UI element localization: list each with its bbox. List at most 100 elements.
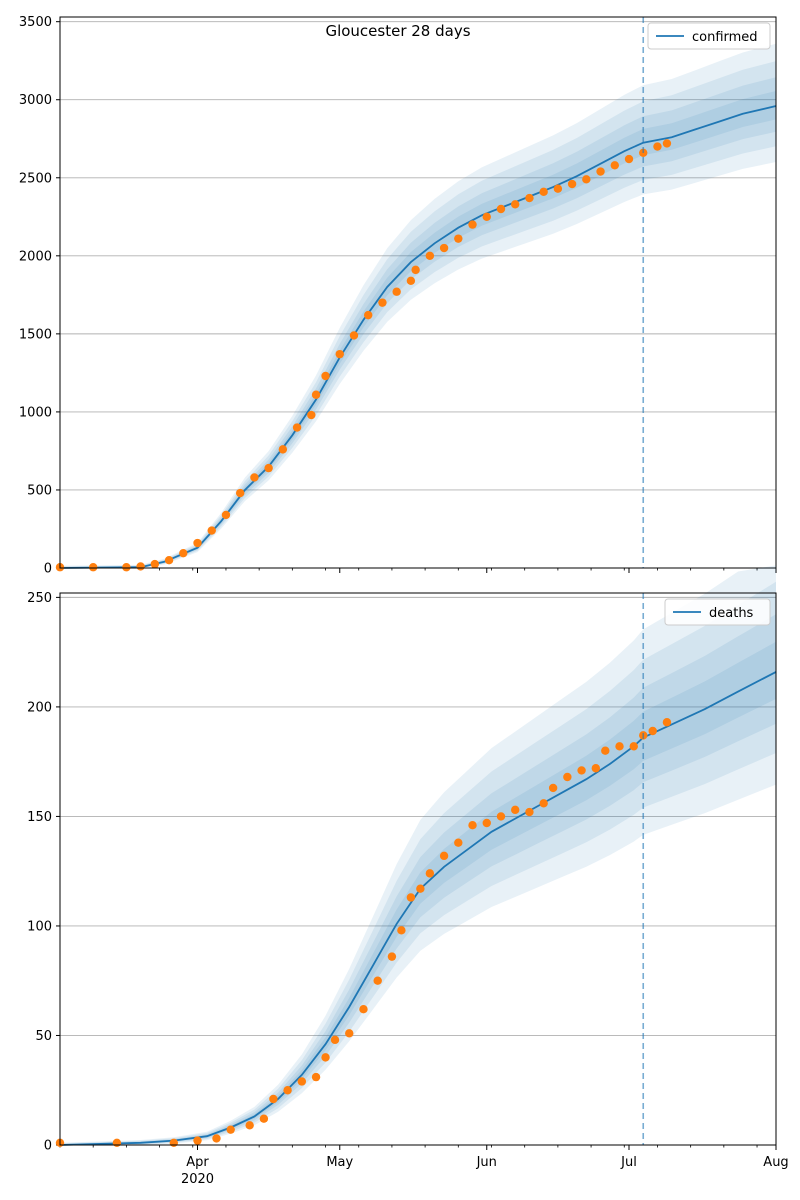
- legend-label: confirmed: [692, 30, 758, 45]
- legend: deaths: [664, 598, 771, 626]
- observed-point: [193, 1136, 202, 1145]
- y-tick-label: 1000: [19, 405, 52, 420]
- y-tick-label: 500: [27, 483, 52, 498]
- model-line: [59, 105, 777, 569]
- observed-point: [245, 1121, 254, 1130]
- observed-point: [307, 410, 316, 420]
- observed-point: [283, 1086, 292, 1095]
- observed-point: [548, 783, 558, 793]
- y-tick-label: 0: [44, 562, 52, 577]
- observed-point: [662, 718, 672, 727]
- observed-point: [387, 952, 397, 961]
- uncertainty-band: [60, 43, 776, 568]
- observed-point: [235, 488, 245, 498]
- y-tick-label: 3500: [19, 15, 52, 30]
- observed-point: [264, 463, 273, 473]
- observed-point: [278, 445, 288, 454]
- observed-point: [582, 175, 591, 184]
- observed-point: [169, 1138, 179, 1148]
- y-tick-label: 250: [27, 591, 52, 606]
- observed-point: [553, 184, 563, 193]
- model-line: [59, 671, 777, 1146]
- observed-point: [392, 287, 401, 296]
- observed-point: [373, 976, 382, 985]
- x-tick-sublabel: 2020: [181, 1172, 214, 1187]
- uncertainty-band: [60, 614, 776, 1145]
- observed-point: [226, 1125, 235, 1134]
- axes-frame: [59, 592, 777, 1146]
- observed-point: [193, 538, 202, 548]
- observed-point: [221, 510, 231, 520]
- legend-box: [647, 22, 771, 50]
- x-tick-label: Aug: [763, 1155, 788, 1170]
- observed-point: [345, 1029, 354, 1038]
- deaths-panel: 0 50 100 150 200 250 Apr 2020 May Jun Jul Aug deaths: [27, 565, 789, 1187]
- y-tick-label: 2500: [19, 171, 52, 186]
- observed-point: [364, 310, 373, 320]
- observed-point: [297, 1077, 307, 1086]
- observed-point: [88, 563, 98, 572]
- legend: confirmed: [647, 22, 771, 50]
- observed-point: [164, 555, 174, 565]
- observed-point: [112, 1138, 122, 1148]
- observed-point: [397, 926, 406, 935]
- observed-point: [496, 204, 506, 214]
- observed-point: [591, 764, 601, 773]
- observed-point: [615, 742, 624, 751]
- observed-point: [454, 838, 463, 847]
- observed-point: [610, 161, 619, 170]
- observed-point: [179, 548, 188, 558]
- confirmed-panel: 0 500 1000 1500 2000 2500 3000 3500 Gloucester 2…: [19, 15, 777, 577]
- x-tick-label: Jul: [620, 1155, 637, 1170]
- axes-frame: [59, 16, 777, 569]
- observed-point: [539, 799, 548, 808]
- observed-point: [411, 265, 420, 275]
- observed-point: [539, 187, 548, 197]
- y-tick-label: 3000: [19, 93, 52, 108]
- uncertainty-band: [60, 61, 776, 568]
- observed-point: [406, 893, 416, 902]
- observed-point: [482, 212, 491, 221]
- observed-point: [311, 1072, 321, 1082]
- legend-label: deaths: [709, 606, 754, 621]
- observed-point: [511, 805, 520, 815]
- observed-point: [250, 473, 259, 482]
- observed-point: [321, 371, 330, 381]
- observed-point: [406, 276, 416, 285]
- observed-point: [601, 746, 610, 755]
- chart-title: Gloucester 28 days: [325, 22, 470, 40]
- observed-point: [330, 1035, 340, 1045]
- observed-point: [292, 423, 302, 432]
- observed-point: [482, 818, 491, 828]
- observed-point: [662, 139, 672, 148]
- uncertainty-band: [60, 77, 776, 569]
- observed-point: [425, 869, 435, 878]
- observed-point: [335, 349, 344, 359]
- observed-point: [468, 820, 477, 830]
- observed-point: [525, 807, 534, 817]
- observed-point: [439, 243, 449, 253]
- observed-point: [648, 726, 657, 736]
- observed-point: [525, 193, 534, 203]
- observed-point: [311, 390, 321, 399]
- legend-box: [664, 598, 771, 626]
- y-tick-label: 2000: [19, 249, 52, 264]
- uncertainty-band: [60, 91, 776, 568]
- observed-point: [259, 1114, 269, 1123]
- x-tick-label: Apr: [186, 1155, 209, 1170]
- observed-point: [567, 179, 577, 189]
- observed-point: [624, 154, 634, 164]
- observed-point: [496, 812, 506, 821]
- y-tick-label: 1500: [19, 327, 52, 342]
- uncertainty-band: [60, 581, 776, 1145]
- y-tick-label: 200: [27, 700, 52, 715]
- observed-point: [349, 331, 359, 340]
- x-tick-label: Jun: [476, 1155, 497, 1170]
- observed-point: [563, 772, 572, 782]
- observed-point: [212, 1134, 221, 1143]
- observed-point: [454, 234, 463, 243]
- observed-point: [416, 884, 425, 893]
- observed-point: [629, 742, 638, 751]
- observed-point: [321, 1053, 330, 1062]
